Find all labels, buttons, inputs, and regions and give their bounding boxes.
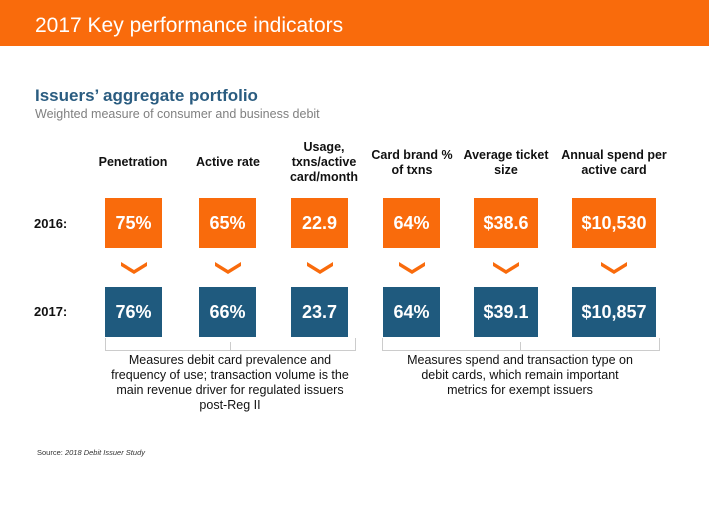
kpi-2016-box: 65% [199, 198, 256, 248]
chevron-down-icon [398, 262, 425, 274]
bracket-left [105, 338, 356, 351]
header-bar: 2017 Key performance indicators [0, 0, 709, 46]
kpi-2016-box: $38.6 [474, 198, 538, 248]
section-subtitle: Weighted measure of consumer and busines… [35, 107, 320, 121]
kpi-2016-box: 75% [105, 198, 162, 248]
chevron-down-icon [601, 262, 627, 274]
chevron-down-icon [306, 262, 333, 274]
chevron-down-icon [120, 262, 147, 274]
source-prefix: Source: [37, 448, 65, 457]
source-text: 2018 Debit Issuer Study [64, 448, 145, 457]
kpi-2016-box: $10,530 [572, 198, 656, 248]
chevron-down-icon [493, 262, 519, 274]
bracket-left-tick [230, 342, 231, 350]
bracket-right-tick [520, 342, 521, 350]
kpi-2017-box: 64% [383, 287, 440, 337]
kpi-2017-box: 23.7 [291, 287, 348, 337]
column-header: Average ticket size [463, 147, 549, 177]
note-right: Measures spend and transaction type on d… [407, 353, 633, 397]
kpi-2017-box: 76% [105, 287, 162, 337]
kpi-2017-box: 66% [199, 287, 256, 337]
note-left: Measures debit card prevalence and frequ… [111, 353, 349, 412]
column-header: Card brand % of txns [371, 147, 453, 177]
column-header: Usage, txns/active card/month [289, 140, 359, 184]
row-label-2016: 2016: [34, 216, 68, 231]
column-header: Active rate [196, 155, 260, 169]
section-title: Issuers’ aggregate portfolio [35, 86, 258, 105]
kpi-2016-box: 22.9 [291, 198, 348, 248]
kpi-2016-box: 64% [383, 198, 440, 248]
bracket-right [382, 338, 660, 351]
chevron-down-icon [214, 262, 241, 274]
kpi-2017-box: $10,857 [572, 287, 656, 337]
kpi-2017-box: $39.1 [474, 287, 538, 337]
page-title: 2017 Key performance indicators [35, 14, 344, 37]
row-label-2017: 2017: [34, 304, 68, 319]
column-header: Penetration [98, 155, 168, 169]
source-note: Source: 2018 Debit Issuer Study [37, 448, 145, 457]
column-header: Annual spend per active card [561, 147, 667, 177]
